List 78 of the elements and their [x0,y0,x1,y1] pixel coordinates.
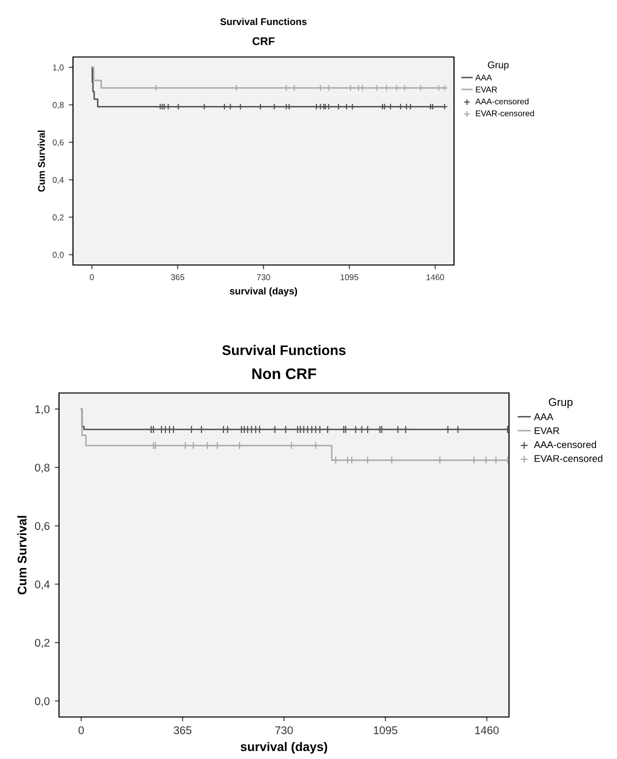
legend-label: AAA [475,74,492,80]
y-tick-label: 0,8 [34,464,50,473]
x-tick-label: 1095 [340,274,358,280]
point [388,456,396,464]
legend-label: AAA-censored [475,98,529,104]
point [312,442,320,450]
point [470,456,478,464]
point [203,442,212,450]
x-tick-label: 0 [78,726,84,734]
y-tick-label: 1,0 [35,405,50,414]
point [492,456,500,464]
point [256,425,264,434]
legend-label: EVAR-censored [476,110,534,116]
x-tick-label: 730 [275,726,293,734]
point [378,425,386,434]
point [454,425,462,434]
x-tick-label: 1095 [374,726,398,734]
point [332,456,340,464]
point [364,425,372,434]
y-tick-label: 1,0 [53,64,64,72]
point [213,442,222,450]
point [282,425,290,434]
point [189,442,198,450]
x-tick-label: 365 [171,274,184,280]
legend-label: EVAR [476,86,497,92]
point [149,425,158,434]
legend-label: AAA [534,413,554,420]
point [340,425,348,434]
y-tick-label: 0,6 [52,139,64,146]
point [187,425,196,434]
chart-subtitle: Non CRF [252,368,316,380]
point [402,425,410,434]
x-tick-label: 0 [90,274,94,280]
legend-label: AAA-censored [534,440,596,448]
chart-subtitle: CRF [252,37,275,46]
x-tick-label: 730 [256,274,270,280]
x-axis-title: survival (days) [230,287,298,296]
point [270,425,279,434]
point [287,442,296,450]
y-tick-label: 0,4 [34,580,50,590]
x-axis-title: survival (days) [240,742,328,754]
point [364,456,372,464]
chart-title: Survival Functions [220,18,307,26]
point [151,442,160,450]
y-tick-label: 0,8 [52,102,64,109]
point [197,425,206,434]
point [316,425,324,434]
legend-label: EVAR-censored [534,454,602,462]
point [376,425,384,434]
legend-title: Grup [488,61,509,70]
legend-title: Grup [548,398,573,408]
point [352,425,360,434]
point [394,425,402,434]
point [181,442,190,450]
point [236,442,244,450]
y-tick-label: 0,4 [52,176,64,184]
y-tick-label: 0,2 [34,638,50,648]
y-tick-label: 0,0 [52,252,64,259]
y-axis-title: Cum Survival [17,516,26,594]
point [436,456,444,464]
y-axis-title: Cum Survival [38,130,45,192]
point [358,425,366,434]
y-tick-label: 0,2 [52,214,64,222]
x-tick-label: 1460 [475,726,499,734]
point [324,425,332,434]
point [149,442,158,450]
point [444,425,452,434]
x-tick-label: 365 [174,726,192,734]
point [342,425,350,434]
point [482,456,490,464]
chart-title: Survival Functions [222,344,346,356]
legend-label: EVAR [534,427,560,434]
x-tick-label: 1460 [426,274,444,280]
y-tick-label: 0,6 [34,522,50,532]
point [147,425,156,434]
y-tick-label: 0,0 [34,697,50,706]
point [169,425,178,434]
point [224,425,232,434]
